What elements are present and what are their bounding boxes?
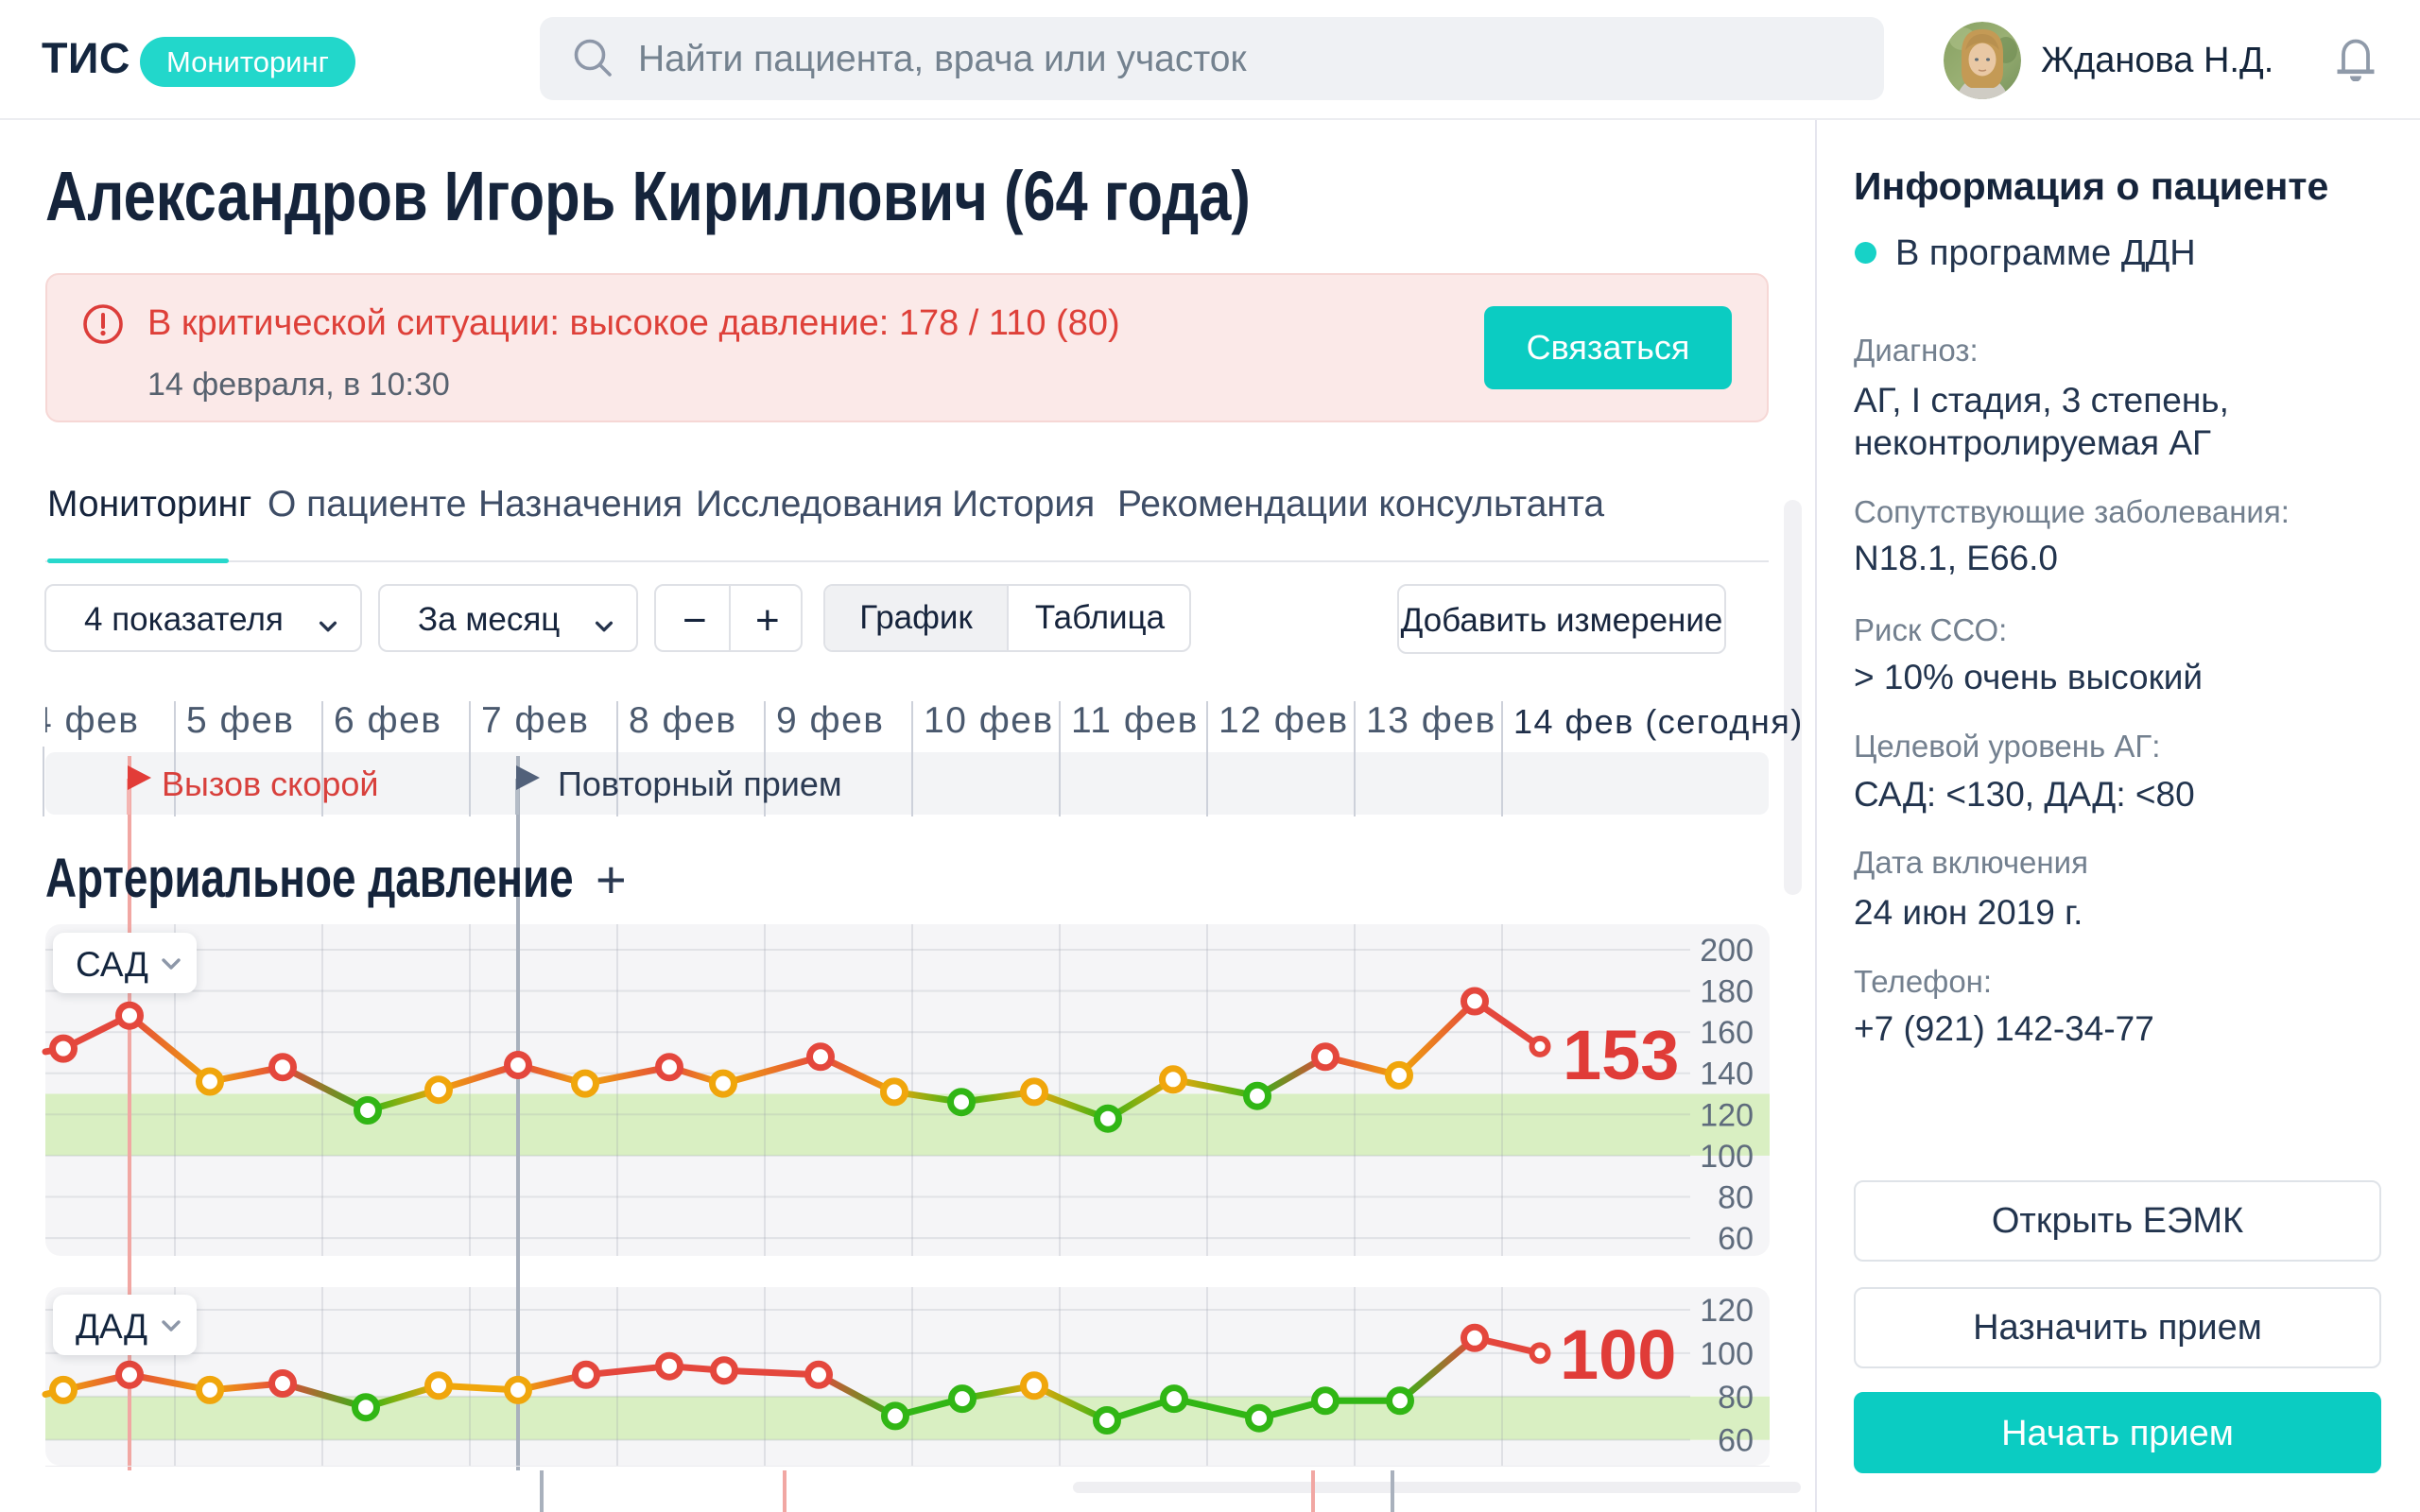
- svg-text:160: 160: [1700, 1015, 1754, 1051]
- svg-text:80: 80: [1718, 1380, 1754, 1416]
- svg-text:100: 100: [1560, 1315, 1676, 1394]
- svg-text:200: 200: [1700, 933, 1754, 969]
- svg-text:60: 60: [1718, 1221, 1754, 1257]
- svg-text:100: 100: [1700, 1336, 1754, 1372]
- svg-text:140: 140: [1700, 1057, 1754, 1092]
- svg-text:120: 120: [1700, 1293, 1754, 1329]
- svg-text:120: 120: [1700, 1097, 1754, 1133]
- svg-text:153: 153: [1563, 1016, 1679, 1094]
- svg-text:80: 80: [1718, 1180, 1754, 1216]
- svg-text:60: 60: [1718, 1423, 1754, 1459]
- svg-text:100: 100: [1700, 1139, 1754, 1175]
- svg-text:180: 180: [1700, 974, 1754, 1010]
